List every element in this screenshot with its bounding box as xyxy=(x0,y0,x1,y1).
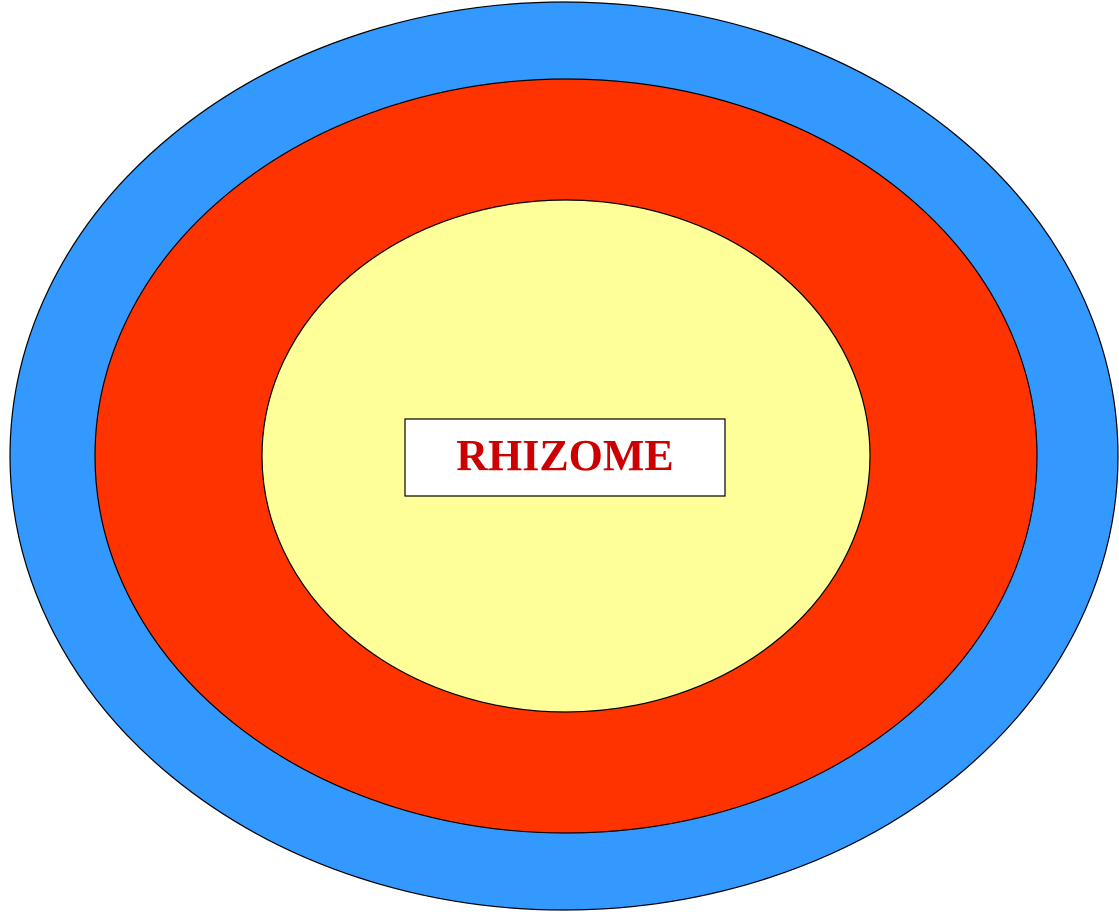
label-box xyxy=(404,418,726,497)
node-label: RHIZOME xyxy=(456,431,674,480)
